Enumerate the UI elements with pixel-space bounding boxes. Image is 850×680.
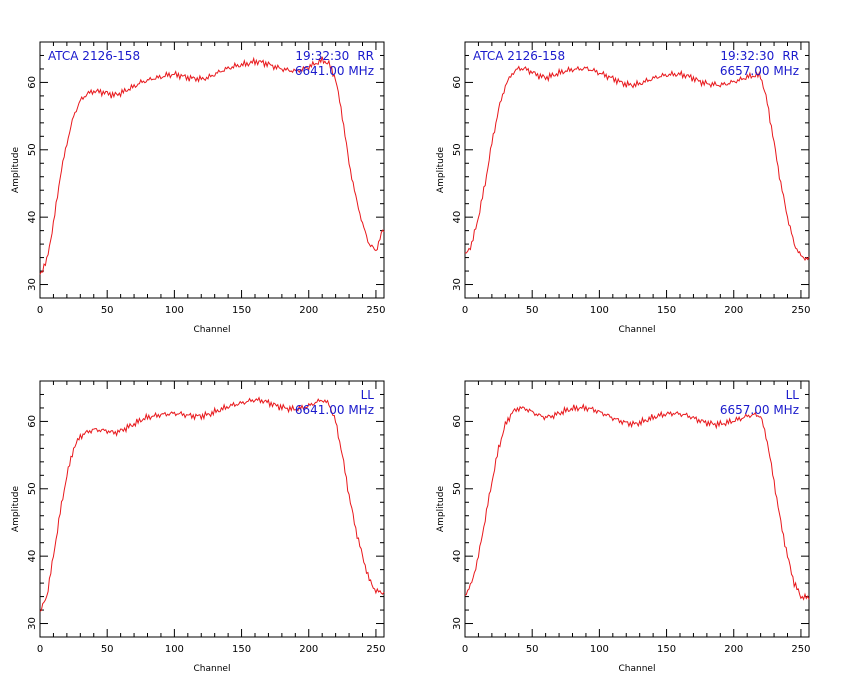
y-tick-label: 30 [27, 278, 38, 291]
x-tick-label: 250 [791, 305, 810, 316]
plot-frame [464, 380, 810, 638]
tick-marks [464, 42, 809, 298]
x-tick-label: 150 [657, 644, 676, 655]
x-axis-label: Channel [194, 325, 231, 335]
y-axis-label: Amplitude [11, 485, 21, 532]
x-tick-label: 150 [232, 305, 251, 316]
tick-labels: 0 50 100 150 200 250 30 40 50 60 [452, 415, 810, 655]
time-label: 19:32:30 [295, 49, 349, 63]
amplitude-line [464, 65, 810, 262]
time-label: 19:32:30 [720, 49, 774, 63]
y-tick-label: 50 [452, 143, 463, 156]
time-pol: 19:32:30 RR [295, 49, 374, 63]
x-tick-label: 0 [37, 644, 43, 655]
pol-label: LL [361, 388, 375, 402]
y-tick-label: 30 [27, 617, 38, 630]
source-name: ATCA 2126-158 [48, 49, 140, 63]
x-tick-label: 250 [791, 644, 810, 655]
x-tick-label: 250 [366, 644, 385, 655]
y-tick-label: 30 [452, 617, 463, 630]
y-axis-label: Amplitude [11, 146, 21, 193]
y-tick-label: 40 [27, 211, 38, 224]
tick-labels: 0 50 100 150 200 250 30 40 50 60 [27, 76, 385, 316]
x-tick-label: 250 [366, 305, 385, 316]
x-axis-label: Channel [619, 325, 656, 335]
x-tick-label: 150 [657, 305, 676, 316]
y-tick-label: 40 [452, 211, 463, 224]
x-tick-label: 0 [462, 305, 468, 316]
x-tick-label: 100 [165, 305, 184, 316]
x-tick-label: 200 [724, 305, 743, 316]
x-tick-label: 100 [590, 305, 609, 316]
y-tick-label: 60 [452, 415, 463, 428]
x-tick-label: 100 [590, 644, 609, 655]
pol-label: RR [357, 49, 374, 63]
x-tick-label: 50 [526, 644, 539, 655]
panel-ll-6641: 0 50 100 150 200 250 30 40 50 60 Channel Amplitud… [11, 380, 385, 674]
tick-marks [39, 381, 384, 637]
frequency-label: 6641.00 MHz [295, 403, 374, 417]
x-tick-label: 200 [299, 305, 318, 316]
y-axis-label: Amplitude [436, 485, 446, 532]
y-axis-label: Amplitude [436, 146, 446, 193]
x-axis-label: Channel [194, 664, 231, 674]
frequency-label: 6657.00 MHz [720, 403, 799, 417]
x-tick-label: 50 [526, 305, 539, 316]
x-tick-label: 0 [462, 644, 468, 655]
y-tick-label: 50 [27, 482, 38, 495]
plot-frame [39, 41, 385, 299]
tick-labels: 0 50 100 150 200 250 30 40 50 60 [452, 76, 810, 316]
plot-frame [464, 41, 810, 299]
x-tick-label: 100 [165, 644, 184, 655]
y-tick-label: 60 [27, 415, 38, 428]
panel-rr-6641: 0 50 100 150 200 250 30 40 50 60 Channel Amplitud… [11, 41, 385, 335]
x-tick-label: 50 [101, 644, 114, 655]
x-tick-label: 150 [232, 644, 251, 655]
plot-frame [39, 380, 385, 638]
tick-marks [464, 381, 809, 637]
x-tick-label: 200 [299, 644, 318, 655]
panel-ll-6657: 0 50 100 150 200 250 30 40 50 60 Channel Amplitud… [436, 380, 810, 674]
x-tick-label: 0 [37, 305, 43, 316]
y-tick-label: 60 [452, 76, 463, 89]
frequency-label: 6641.00 MHz [295, 64, 374, 78]
y-tick-label: 30 [452, 278, 463, 291]
pol-label: RR [782, 49, 799, 63]
tick-labels: 0 50 100 150 200 250 30 40 50 60 [27, 415, 385, 655]
y-tick-label: 60 [27, 76, 38, 89]
panel-rr-6657: 0 50 100 150 200 250 30 40 50 60 Channel Amplitud… [436, 41, 810, 335]
x-tick-label: 200 [724, 644, 743, 655]
y-tick-label: 50 [27, 143, 38, 156]
amplitude-line [464, 403, 810, 601]
amplitude-line [39, 56, 385, 275]
x-tick-label: 50 [101, 305, 114, 316]
time-pol: 19:32:30 RR [720, 49, 799, 63]
tick-marks [39, 42, 384, 298]
source-name: ATCA 2126-158 [473, 49, 565, 63]
y-tick-label: 40 [27, 550, 38, 563]
amplitude-line [39, 396, 385, 612]
y-tick-label: 40 [452, 550, 463, 563]
x-axis-label: Channel [619, 664, 656, 674]
frequency-label: 6657.00 MHz [720, 64, 799, 78]
pol-label: LL [786, 388, 800, 402]
y-tick-label: 50 [452, 482, 463, 495]
